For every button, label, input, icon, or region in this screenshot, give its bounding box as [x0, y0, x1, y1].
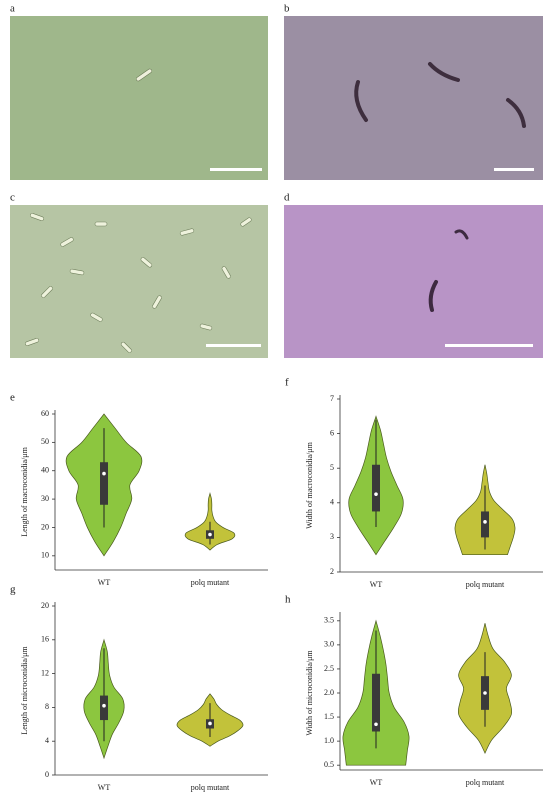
violin	[184, 492, 236, 551]
y-tick-label: 60	[41, 409, 49, 418]
y-tick-label: 6	[330, 428, 334, 437]
y-tick-label: 2.0	[324, 688, 334, 697]
scale-bar	[494, 168, 534, 171]
y-tick-label: 2.5	[324, 664, 334, 673]
x-tick-label: WT	[370, 778, 383, 787]
y-tick-label: 7	[330, 394, 334, 403]
median	[374, 722, 378, 727]
cell	[428, 62, 460, 82]
median	[208, 532, 212, 537]
y-axis-label: Length of microconidia/μm	[20, 646, 29, 735]
y-tick-label: 4	[330, 498, 334, 507]
y-tick-label: 16	[41, 635, 49, 644]
cells	[25, 212, 252, 353]
y-tick-label: 0	[45, 770, 49, 779]
panel-label: g	[10, 584, 16, 596]
scale-bar	[206, 344, 261, 347]
panel-label: f	[285, 377, 289, 389]
panel-label: b	[284, 3, 290, 15]
panel-label: d	[284, 192, 290, 204]
y-tick-label: 1.5	[324, 712, 334, 721]
y-tick-label: 5	[330, 463, 334, 472]
x-tick-label: WT	[98, 578, 111, 587]
median	[208, 721, 212, 726]
cell	[428, 280, 438, 312]
y-tick-label: 3.5	[324, 616, 334, 625]
x-tick-label: WT	[370, 580, 383, 589]
micrograph	[284, 16, 543, 180]
median	[102, 471, 106, 476]
y-tick-label: 8	[45, 702, 49, 711]
y-axis-label: Width of microconidia/μm	[305, 650, 314, 736]
x-tick-label: WT	[98, 783, 111, 792]
median	[483, 520, 487, 524]
x-tick-label: polq mutant	[466, 580, 505, 589]
y-tick-label: 40	[41, 466, 49, 475]
micrograph	[10, 16, 268, 180]
cell	[135, 68, 153, 82]
y-tick-label: 3.0	[324, 640, 334, 649]
y-tick-label: 20	[41, 601, 49, 610]
y-tick-label: 0.5	[324, 760, 334, 769]
micrograph	[10, 205, 268, 358]
panel-label: h	[285, 594, 291, 606]
scale-bar	[445, 344, 533, 347]
y-tick-label: 1.0	[324, 736, 334, 745]
y-tick-label: 12	[41, 668, 49, 677]
cell	[506, 98, 526, 128]
cell	[454, 229, 469, 240]
y-axis-label: Width of macroconidia/μm	[305, 441, 314, 528]
panel-label: e	[10, 392, 15, 404]
cell	[354, 80, 368, 122]
micrograph	[284, 205, 543, 358]
x-tick-label: polq mutant	[191, 578, 230, 587]
median	[483, 691, 487, 695]
box	[481, 511, 489, 538]
x-tick-label: polq mutant	[191, 783, 230, 792]
panel-label: c	[10, 192, 15, 204]
median	[102, 703, 106, 708]
y-axis-label: Length of macroconidia/μm	[20, 446, 29, 536]
box	[372, 673, 380, 732]
y-tick-label: 10	[41, 551, 49, 560]
median	[374, 492, 378, 496]
scale-bar	[210, 168, 262, 171]
x-tick-label: polq mutant	[466, 778, 505, 787]
y-tick-label: 4	[45, 736, 49, 745]
y-tick-label: 20	[41, 522, 49, 531]
y-tick-label: 30	[41, 494, 49, 503]
box	[100, 462, 108, 505]
box	[372, 464, 380, 512]
y-tick-label: 2	[330, 567, 334, 576]
y-tick-label: 50	[41, 437, 49, 446]
panel-label: a	[10, 3, 15, 15]
box	[100, 695, 108, 721]
y-tick-label: 3	[330, 532, 334, 541]
